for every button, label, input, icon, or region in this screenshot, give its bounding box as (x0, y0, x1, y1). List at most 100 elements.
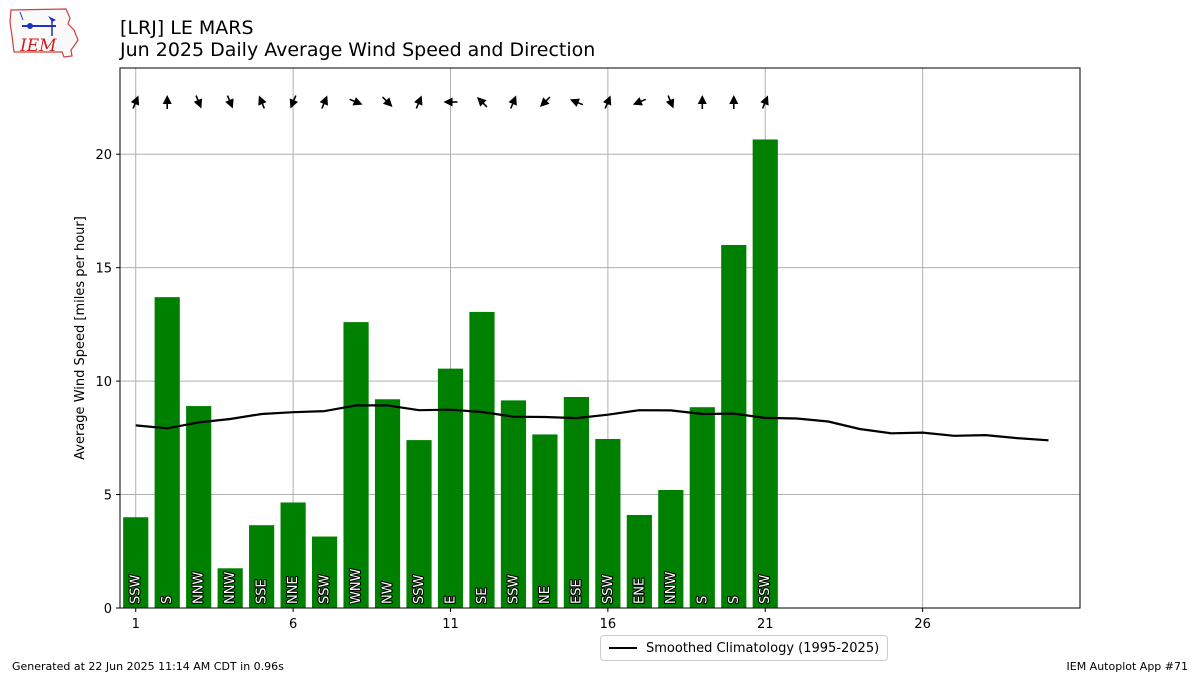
y-tick-label: 5 (104, 489, 112, 504)
y-tick-label: 0 (104, 602, 112, 617)
direction-label: NNW (223, 572, 238, 604)
wind-arrow-head (443, 97, 453, 107)
speed-bar (186, 406, 212, 608)
speed-bar (500, 400, 527, 608)
speed-bar (658, 490, 684, 608)
direction-label: SSW (318, 574, 333, 604)
speed-bar (689, 407, 715, 608)
direction-label: S (160, 596, 175, 604)
y-tick-label: 15 (95, 262, 112, 277)
wind-arrow-head (602, 95, 612, 106)
generated-timestamp: Generated at 22 Jun 2025 11:14 AM CDT in… (12, 660, 284, 673)
direction-label: SSW (129, 574, 144, 604)
wind-arrow-head (508, 95, 517, 106)
direction-label: WNW (349, 568, 364, 604)
x-tick-label: 21 (757, 617, 774, 632)
wind-arrow-head (414, 95, 423, 106)
wind-arrow-head (729, 95, 739, 104)
wind-arrow-head (352, 97, 363, 106)
direction-label: NNW (664, 572, 679, 604)
wind-arrow (539, 96, 551, 107)
wind-arrow-head (162, 95, 172, 104)
speed-bar (123, 517, 149, 608)
wind-arrow (289, 95, 299, 109)
wind-arrow (632, 97, 647, 106)
wind-arrow (729, 95, 739, 109)
y-tick-label: 10 (95, 375, 112, 390)
direction-label: S (727, 596, 742, 604)
wind-arrow (382, 96, 393, 107)
speed-bar (469, 311, 495, 608)
iem-logo: IEM (8, 6, 82, 64)
speed-bar (595, 438, 621, 608)
speed-bar (532, 434, 558, 608)
app-credit: IEM Autoplot App #71 (1066, 660, 1189, 673)
climatology-line (135, 404, 1049, 442)
wind-arrow (225, 95, 234, 109)
wind-arrow-head (130, 95, 140, 106)
wind-arrow-head (539, 97, 550, 107)
wind-arrow-head (569, 98, 580, 107)
wind-arrow (508, 95, 517, 109)
wind-arrow (349, 97, 363, 106)
wind-arrow-head (477, 97, 487, 107)
wind-arrow (162, 95, 172, 109)
x-tick-label: 16 (600, 617, 617, 632)
wind-arrow-head (760, 95, 769, 106)
direction-label: SSW (412, 574, 427, 604)
chart-title-station: [LRJ] LE MARS (120, 17, 254, 39)
legend-line-swatch (609, 647, 637, 649)
logo-text: IEM (19, 36, 57, 56)
y-tick-label: 20 (95, 148, 112, 163)
speed-bar (154, 297, 180, 608)
direction-label: ENE (632, 578, 647, 604)
wind-arrow (760, 95, 769, 109)
wind-arrow (665, 95, 675, 109)
speed-bar (217, 568, 243, 608)
x-tick-label: 6 (289, 617, 297, 632)
speed-bars (123, 139, 778, 608)
direction-arrows (130, 95, 769, 109)
direction-label: NNE (286, 576, 301, 604)
wind-arrow-head (225, 98, 234, 109)
wind-arrow-head (319, 95, 328, 106)
wind-arrow (130, 95, 140, 109)
direction-label: NW (381, 581, 396, 604)
wind-arrow (414, 95, 423, 109)
direction-labels: SSW S NNW NNW SSE NNE SSW WNW NW SSW E SE SSW NE ESE SS… (128, 567, 775, 605)
speed-bar (721, 244, 747, 608)
wind-arrow (319, 95, 328, 109)
plot-frame (119, 67, 1081, 609)
speed-bar (406, 440, 432, 608)
direction-label: SSW (601, 574, 616, 604)
speed-bar (374, 399, 401, 608)
direction-label: NE (538, 586, 553, 604)
wind-arrow (697, 95, 707, 109)
wind-arrow (193, 95, 203, 109)
wind-arrow (443, 97, 458, 107)
direction-label: SSE (255, 579, 270, 604)
legend-label: Smoothed Climatology (1995-2025) (646, 640, 880, 656)
speed-bar (626, 514, 652, 608)
direction-label: SSW (506, 574, 521, 604)
x-tick-label: 26 (914, 617, 931, 632)
wind-arrow (258, 95, 267, 109)
wind-arrow-head (382, 97, 393, 107)
wind-arrow-head (193, 98, 203, 109)
wind-arrow-head (289, 98, 299, 109)
speed-bar (437, 368, 464, 608)
speed-bar (280, 502, 306, 608)
speed-bar (312, 536, 338, 608)
direction-label: S (695, 596, 710, 604)
speed-bar (249, 525, 275, 608)
wind-arrow (569, 98, 584, 107)
wind-arrow-head (632, 97, 643, 106)
wind-arrow-head (697, 95, 707, 104)
direction-label: E (443, 596, 458, 604)
wind-arrow-head (258, 95, 267, 106)
chart-title-description: Jun 2025 Daily Average Wind Speed and Di… (120, 39, 596, 61)
wind-arrow (477, 97, 488, 108)
wind-arrow (602, 95, 612, 109)
